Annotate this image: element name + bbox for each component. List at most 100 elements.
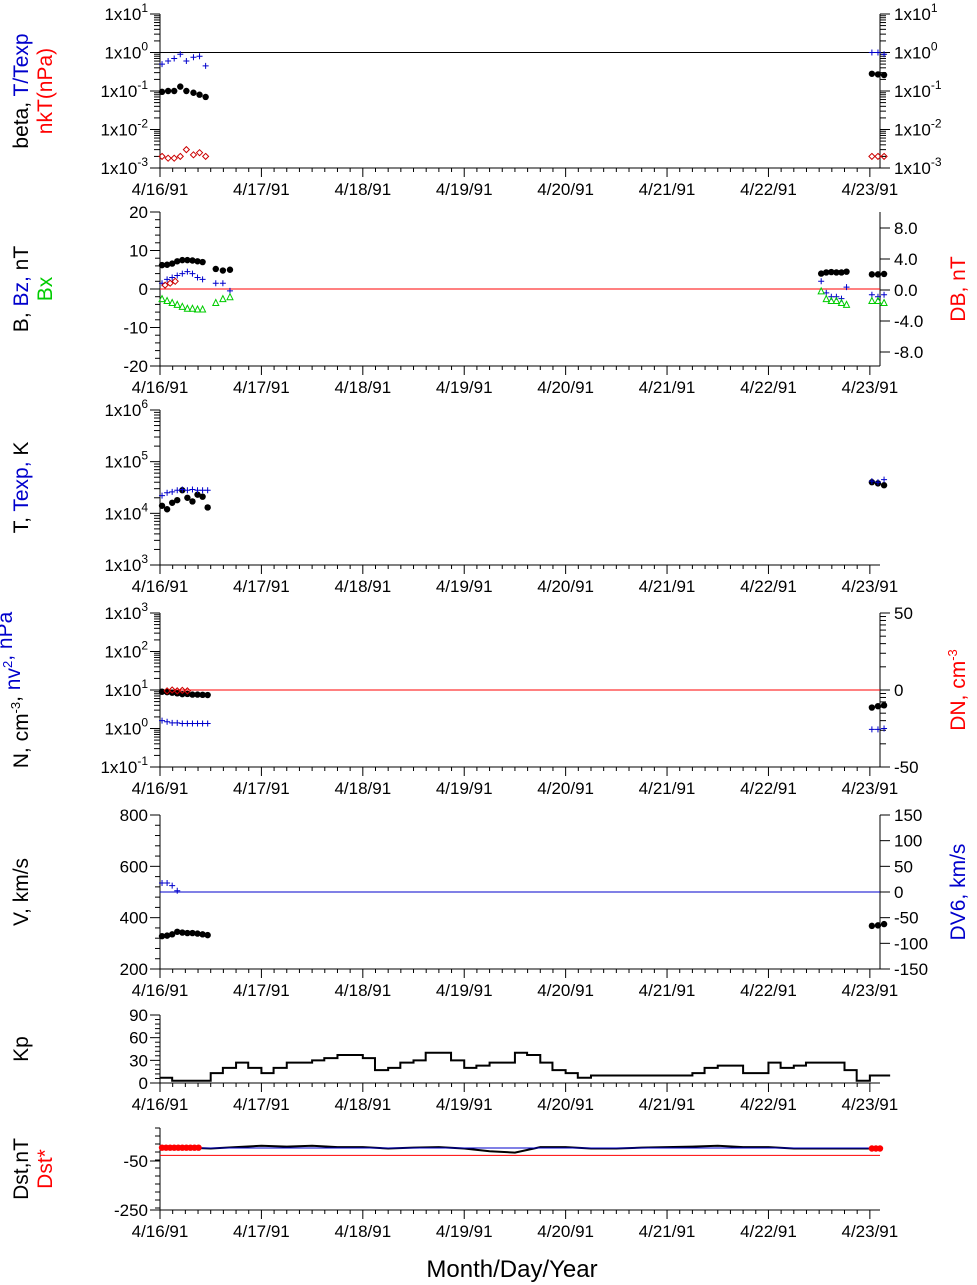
data-point-plus [174,887,181,894]
y-tick-label: 400 [120,909,148,928]
data-point-dot [189,929,196,937]
right-tick-label: 1x10-3 [894,155,942,178]
data-point-diamond [201,152,210,161]
date-label: 4/21/91 [639,1095,696,1114]
y-tick-label: 1x10-2 [100,117,148,140]
data-point-plus [179,486,186,493]
data-point-plus [159,717,166,724]
data-point-dot [194,258,201,265]
date-label: 4/21/91 [639,577,696,596]
date-label: 4/20/91 [537,779,594,798]
data-point-triangle [183,304,192,312]
series-line-kp [160,1051,891,1082]
date-label: 4/18/91 [334,577,391,596]
data-point-plus [881,725,888,732]
y-tick-label: 0 [139,1074,148,1093]
date-label: 4/21/91 [639,180,696,199]
right-tick-label: 50 [894,857,913,876]
data-point-triangle [178,302,187,310]
data-point-plus [169,719,176,726]
right-tick-label: -8.0 [894,343,923,362]
y-tick-exponent: 1 [141,677,148,691]
date-label: 4/18/91 [334,378,391,397]
y-tick-exponent: 0 [141,716,148,730]
data-point-triangle [837,298,846,306]
y-tick-label: 1x100 [104,40,148,63]
y-label-part: Bz, [10,270,33,306]
data-point-triangle [158,294,166,303]
data-point-triangle [173,300,182,308]
data-point-dot [184,929,191,937]
right-tick-label: 1x10-1 [894,78,942,101]
y-label-part: Dst,nT [10,1138,33,1200]
data-point-triangle [822,294,831,303]
data-point-plus [164,276,171,283]
data-point-plus [204,720,211,727]
date-label: 4/21/91 [639,1222,696,1241]
data-point-plus [194,274,201,281]
date-label: 4/20/91 [537,378,594,397]
data-point-dot [163,506,171,513]
y-tick-exponent: 0 [141,40,148,54]
data-point-plus [202,62,209,69]
right-label-sup: -3 [945,649,960,661]
date-label: 4/17/91 [233,378,290,397]
data-point-triangle [168,298,176,306]
data-point-dot [177,83,184,90]
data-point-dot [876,1145,884,1152]
data-point-plus [169,274,176,281]
date-label: 4/17/91 [233,1095,290,1114]
y-tick-label: 600 [120,857,148,876]
data-point-plus [183,58,190,65]
data-point-plus [199,487,206,494]
data-point-dot [174,496,181,504]
data-point-diamond [182,145,191,154]
y-axis-label-density: N, cm-3, nv2, nPa [0,611,33,768]
date-label: 4/23/91 [841,180,898,199]
data-point-triangle [827,296,836,305]
data-point-dot [158,88,166,96]
right-axis-label-density: DN, cm-3 [945,649,970,731]
data-point-plus [159,61,166,68]
y-axis-label-bfield: B, Bz, nT [10,246,33,333]
date-label: 4/16/91 [132,378,189,397]
data-point-plus [179,720,186,727]
right-tick-exponent: 0 [931,40,938,54]
right-tick-label: -150 [894,960,928,979]
right-tick-label: 8.0 [894,219,918,238]
y-tick-label: 20 [129,203,148,222]
data-point-plus [184,268,191,275]
data-point-dot [183,87,190,95]
date-label: 4/22/91 [740,981,797,1000]
data-point-triangle [193,304,202,313]
data-point-dot [190,89,197,96]
y-tick-label: 1x10-3 [100,155,148,178]
data-point-plus [164,718,171,725]
data-point-dot [189,691,196,698]
data-point-plus [219,280,226,287]
data-point-plus [189,720,196,727]
data-point-dot [179,256,186,264]
y-tick-exponent: -1 [137,78,148,92]
right-axis-label-velocity: DV6, km/s [947,844,970,941]
data-point-triangle [868,296,876,305]
data-point-dot [199,691,206,699]
date-label: 4/21/91 [639,779,696,798]
data-point-dot [212,265,219,273]
data-point-triangle [226,292,234,301]
y-tick-exponent: 3 [141,600,148,614]
data-point-dot [868,922,876,930]
date-label: 4/18/91 [334,1095,391,1114]
data-point-plus [843,284,850,291]
date-label: 4/23/91 [841,577,898,596]
y-label2-part: nkT(nPa) [34,48,57,134]
y-tick-label: -20 [123,357,148,376]
data-point-plus [874,726,881,733]
y-tick-label: 800 [120,806,148,825]
data-point-dot [179,690,186,698]
data-point-plus [194,720,201,727]
date-label: 4/17/91 [233,1222,290,1241]
y-tick-label: 60 [129,1029,148,1048]
y-tick-label: 1x104 [104,500,148,523]
panel-frames [150,13,890,1219]
